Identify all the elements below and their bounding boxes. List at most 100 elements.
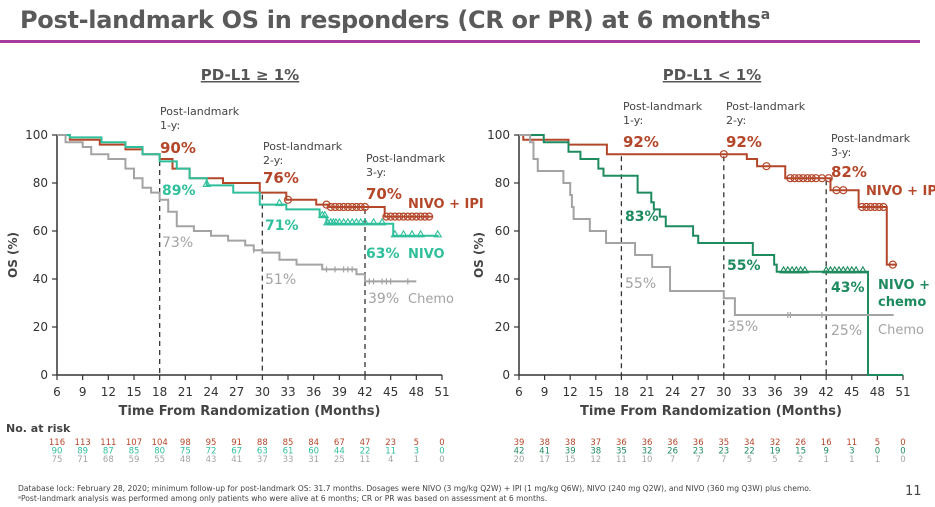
at-risk-heading: No. at risk: [6, 422, 71, 435]
censor-mark: [826, 265, 835, 274]
censor-mark: [407, 212, 417, 221]
at-risk-value: 11: [616, 455, 627, 465]
censor-mark: [356, 202, 365, 212]
at-risk-value: 41: [231, 455, 242, 465]
at-risk-value: 20: [514, 455, 525, 465]
at-risk-value: 38: [590, 447, 601, 457]
annotation-label: Post-landmark: [623, 100, 703, 113]
censor-mark: [334, 217, 344, 226]
at-risk-value: 75: [180, 447, 191, 457]
at-risk-value: 116: [49, 438, 65, 448]
x-tick-label: 30: [255, 385, 270, 399]
censor-mark: [858, 265, 868, 274]
at-risk-value: 35: [616, 447, 627, 457]
at-risk-value: 47: [360, 438, 371, 448]
at-risk-value: 0: [875, 447, 880, 457]
at-risk-value: 36: [642, 438, 653, 448]
censor-mark: [399, 212, 408, 221]
censor-mark: [369, 217, 379, 226]
censor-mark: [283, 195, 293, 204]
annotation-label: NIVO +: [878, 278, 930, 293]
y-tick-label: 60: [495, 224, 510, 238]
censor-mark: [330, 202, 340, 212]
at-risk-value: 36: [693, 438, 704, 448]
censor-mark: [811, 174, 821, 183]
annotation-label: Post-landmark: [831, 132, 911, 145]
censor-mark: [803, 174, 812, 183]
annotation-label: 63%: [366, 246, 400, 262]
at-risk-value: 63: [257, 447, 268, 457]
censor-mark: [870, 202, 879, 212]
at-risk-value: 55: [154, 455, 165, 465]
at-risk-value: 68: [103, 455, 114, 465]
at-risk-value: 5: [747, 455, 752, 465]
censor-mark: [821, 265, 831, 274]
at-risk-value: 22: [744, 447, 755, 457]
censor-mark: [320, 210, 330, 219]
at-risk-value: 19: [770, 447, 781, 457]
censor-mark: [412, 212, 421, 221]
at-risk-value: 32: [770, 438, 781, 448]
at-risk-value: 85: [129, 447, 140, 457]
annotation-label: NIVO + IPI: [408, 197, 484, 212]
at-risk-value: 85: [283, 438, 294, 448]
annotation-label: Chemo: [878, 323, 924, 338]
annotation-label: NIVO + IPI: [866, 184, 935, 199]
at-risk-value: 7: [721, 455, 726, 465]
censor-mark: [348, 202, 357, 212]
censor-mark: [377, 217, 387, 226]
at-risk-value: 84: [308, 438, 319, 448]
at-risk-value: 113: [75, 438, 91, 448]
censor-mark: [395, 212, 404, 221]
annotation-label: Post-landmark: [726, 100, 806, 113]
annotation-label: Post-landmark: [263, 140, 343, 153]
annotation-label: Chemo: [408, 292, 454, 307]
censor-mark: [786, 174, 795, 183]
at-risk-value: 7: [695, 455, 700, 465]
annotation-label: 2-y:: [263, 154, 283, 167]
at-risk-value: 34: [744, 438, 755, 448]
at-risk-value: 88: [257, 438, 268, 448]
at-risk-value: 0: [900, 438, 905, 448]
censor-mark: [719, 150, 728, 159]
at-risk-value: 9: [823, 447, 828, 457]
censor-mark: [420, 212, 429, 221]
censor-mark: [339, 202, 348, 212]
at-risk-value: 107: [126, 438, 142, 448]
censor-mark: [356, 217, 366, 226]
at-risk-value: 41: [539, 447, 550, 457]
at-risk-value: 67: [334, 438, 345, 448]
annotation-label: 76%: [263, 169, 299, 187]
censor-mark: [794, 174, 803, 183]
annotation-label: 89%: [162, 183, 196, 199]
km-curve: [57, 134, 439, 237]
footnotes: Database lock: February 28, 2020; minimu…: [18, 484, 811, 504]
x-tick-label: 18: [614, 385, 629, 399]
annotation-label: 2-y:: [726, 114, 746, 127]
at-risk-value: 0: [900, 447, 905, 457]
annotation-label: chemo: [878, 295, 926, 310]
censor-mark: [399, 229, 408, 238]
at-risk-value: 0: [900, 455, 905, 465]
at-risk-value: 11: [360, 455, 371, 465]
at-risk-value: 42: [514, 447, 525, 457]
x-tick-label: 18: [152, 385, 167, 399]
footnote-line-2: ᵃPost-landmark analysis was performed am…: [18, 494, 548, 503]
censor-mark: [343, 202, 352, 212]
x-tick-label: 12: [101, 385, 116, 399]
at-risk-value: 5: [414, 438, 419, 448]
censor-mark: [416, 229, 426, 238]
x-tick-label: 27: [229, 385, 244, 399]
censor-mark: [790, 174, 799, 183]
at-risk-value: 72: [206, 447, 217, 457]
at-risk-value: 87: [103, 447, 114, 457]
x-tick-label: 36: [767, 385, 782, 399]
x-tick-label: 36: [306, 385, 321, 399]
title-footnote-marker: a: [760, 7, 770, 23]
annotation-label: 73%: [162, 235, 193, 251]
title-divider: [0, 40, 920, 43]
at-risk-value: 38: [539, 438, 550, 448]
censor-mark: [879, 202, 888, 212]
